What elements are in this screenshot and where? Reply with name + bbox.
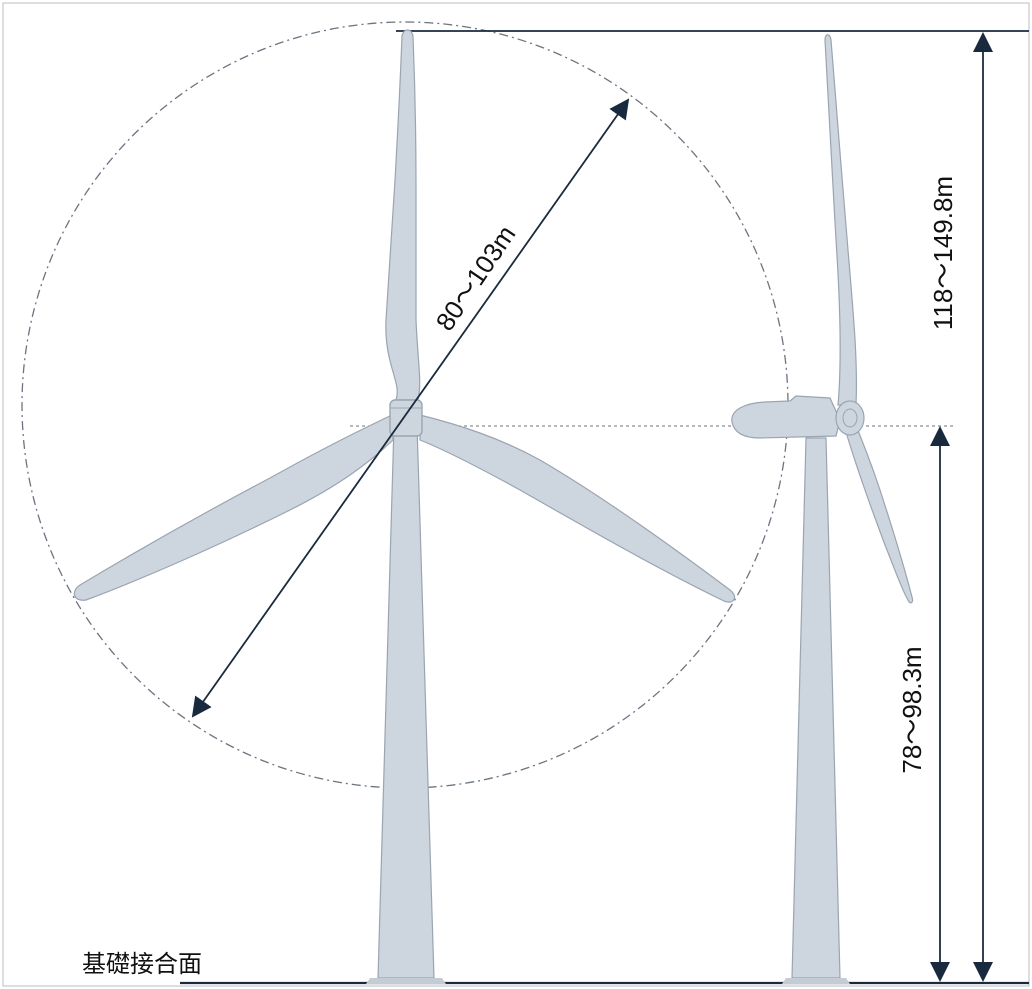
side-turbine [731,34,914,984]
side-nacelle [731,395,841,439]
blade-right [419,414,736,603]
front-turbine [73,29,736,984]
rotor-diameter-arrow [191,98,630,718]
foundation-label: 基礎接合面 [82,950,202,978]
hub-height-label: 78〜98.3m [897,646,927,773]
front-tower [377,424,435,979]
side-tower [791,437,841,979]
rotor-diameter-label: 80〜103m [430,220,522,336]
tower-base-plate [366,978,446,984]
blade-up [385,29,421,401]
side-hub [835,400,865,436]
tower-base-plate [782,978,850,984]
side-blade-down [841,415,914,604]
blade-left [73,414,394,601]
total-height-label: 118〜149.8m [928,176,958,330]
side-blade-up [824,34,858,406]
